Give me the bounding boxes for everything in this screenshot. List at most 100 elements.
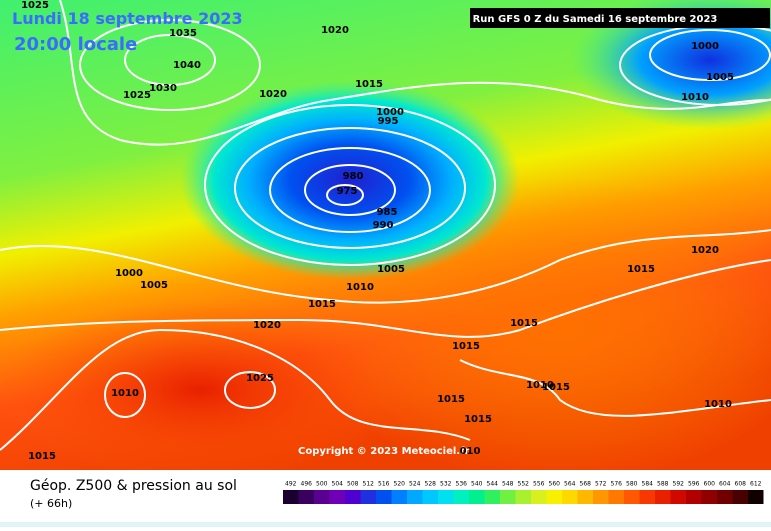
isobar-label: 1015: [355, 79, 383, 90]
scale-label: 592: [673, 481, 685, 488]
scale-label: 512: [363, 481, 375, 488]
isobar-label: 1035: [169, 28, 197, 39]
scale-label: 500: [316, 481, 328, 488]
scale-label: 612: [750, 481, 762, 488]
isobar-label: 1025: [246, 373, 274, 384]
scale-label: 536: [456, 481, 468, 488]
copyright: Copyright © 2023 Meteociel.fr: [298, 446, 469, 457]
scale-label: 580: [626, 481, 638, 488]
scale-label: 560: [549, 481, 561, 488]
scale-swatch: [500, 490, 516, 504]
scale-label: 564: [564, 481, 576, 488]
isobar-label: 1020: [253, 320, 281, 331]
warm-area: [0, 300, 400, 480]
scale-label: 496: [301, 481, 313, 488]
isobar-label: 1015: [542, 382, 570, 393]
isobar-label: 1015: [464, 414, 492, 425]
scale-label: 568: [580, 481, 592, 488]
low-pressure-area: [180, 80, 520, 280]
isobar-label: 995: [378, 116, 399, 127]
isobar-label: 1015: [437, 394, 465, 405]
isobar-label: 1015: [28, 451, 56, 462]
scale-label: 588: [657, 481, 669, 488]
scale-swatch: [484, 490, 500, 504]
isobars: [0, 0, 771, 450]
isobar-label: 1025: [21, 0, 49, 11]
scale-swatch: [717, 490, 733, 504]
scale-swatch: [655, 490, 671, 504]
isobar-label: 1015: [510, 318, 538, 329]
scale-label: 552: [518, 481, 530, 488]
isobar-label: 1040: [173, 60, 201, 71]
scale-label: 572: [595, 481, 607, 488]
scale-label: 516: [378, 481, 390, 488]
scale-swatch: [546, 490, 562, 504]
scale-swatch: [670, 490, 686, 504]
date: Lundi 18 septembre 2023: [12, 9, 243, 28]
isobar-label: 1025: [123, 90, 151, 101]
scale-swatch: [732, 490, 748, 504]
scale-label: 524: [409, 481, 421, 488]
scale-label: 600: [704, 481, 716, 488]
isobar-label: 1000: [376, 107, 404, 118]
scale-swatch: [515, 490, 531, 504]
scale-swatch: [531, 490, 547, 504]
isobar-label: 1020: [321, 25, 349, 36]
isobar-label: 1015: [627, 264, 655, 275]
scale-swatch: [748, 490, 764, 504]
isobar-label: 1010: [111, 388, 139, 399]
scale-label: 508: [347, 481, 359, 488]
scale-swatch: [639, 490, 655, 504]
scale-swatch: [422, 490, 438, 504]
isobar-label: 1015: [452, 341, 480, 352]
run-info: Run GFS 0 Z du Samedi 16 septembre 2023: [473, 14, 718, 25]
scale-swatch: [453, 490, 469, 504]
run-banner: [470, 8, 770, 28]
isobar-label: 010: [460, 446, 481, 457]
low-pressure-area: [570, 0, 771, 130]
scale-label: 576: [611, 481, 623, 488]
scale-swatch: [329, 490, 345, 504]
scale-label: 544: [487, 481, 499, 488]
scale-swatch: [624, 490, 640, 504]
scale-swatch: [376, 490, 392, 504]
scale-label: 608: [735, 481, 747, 488]
scale-label: 596: [688, 481, 700, 488]
legend-subtitle: (+ 66h): [30, 497, 72, 510]
scale-swatch: [314, 490, 330, 504]
scale-label: 532: [440, 481, 452, 488]
isobar-label: 1005: [140, 280, 168, 291]
legend-title: Géop. Z500 & pression au sol: [30, 478, 237, 494]
scale-swatch: [686, 490, 702, 504]
scale-label: 528: [425, 481, 437, 488]
isobar-label: 1020: [259, 89, 287, 100]
isobar-label: 1010: [704, 399, 732, 410]
scale-label: 584: [642, 481, 654, 488]
color-scale: 492 496 500 504 508 512 516 520 524 528 532 536 540 5…: [283, 481, 764, 504]
scale-label: 548: [502, 481, 514, 488]
scale-swatch: [701, 490, 717, 504]
scale-label: 540: [471, 481, 483, 488]
footer-strip: [0, 522, 771, 527]
isobar-label: 1020: [691, 245, 719, 256]
scale-swatch: [345, 490, 361, 504]
isobar-label: 1015: [308, 299, 336, 310]
scale-swatch: [360, 490, 376, 504]
time: 20:00 locale: [14, 34, 137, 55]
scale-label: 520: [394, 481, 406, 488]
scale-swatch: [391, 490, 407, 504]
scale-swatch: [283, 490, 299, 504]
isobar-label: 1000: [691, 41, 719, 52]
scale-label: 492: [285, 481, 297, 488]
scale-swatch: [298, 490, 314, 504]
isobar-label: 1005: [377, 264, 405, 275]
scale-swatch: [593, 490, 609, 504]
isobar-label: 1005: [706, 72, 734, 83]
isobar-label: 1030: [149, 83, 177, 94]
isobar-label: 1000: [115, 268, 143, 279]
scale-swatch: [469, 490, 485, 504]
isobar-label: 1010: [526, 380, 554, 391]
isobar-label: 985: [377, 207, 398, 218]
